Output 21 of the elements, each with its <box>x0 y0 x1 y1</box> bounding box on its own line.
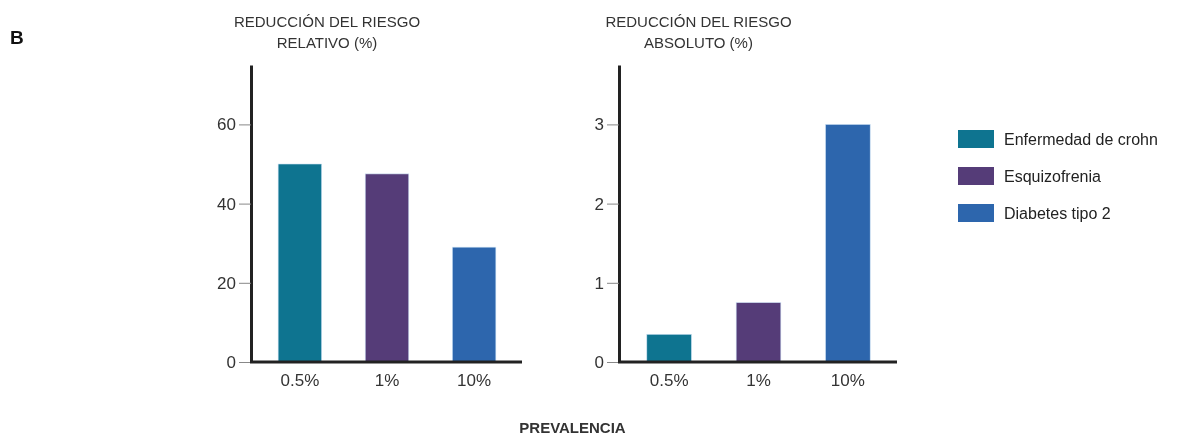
x-tick-label: 10% <box>830 371 865 391</box>
text: B <box>10 27 24 48</box>
y-tick-label: 2 <box>594 194 604 214</box>
y-tick-label: 20 <box>217 273 236 293</box>
x-axis-title: PREVALENCIA <box>519 419 626 436</box>
x-tick-label: 0.5% <box>649 371 689 391</box>
y-tick-label: 60 <box>217 115 236 135</box>
x-tick-label: 10% <box>457 371 492 391</box>
y-tick-label: 40 <box>217 194 236 214</box>
x-tick-label: 0.5% <box>280 371 320 391</box>
legend-label: Diabetes tipo 2 <box>1004 205 1111 222</box>
y-tick-label: 0 <box>226 352 236 372</box>
legend-label: Esquizofrenia <box>1004 168 1102 185</box>
chart-title: REDUCCIÓN DEL RIESGO RELATIVO (%) <box>233 13 421 51</box>
chart-title: REDUCCIÓN DEL RIESGO ABSOLUTO (%) <box>605 13 792 51</box>
x-tick-label: 1% <box>746 371 771 391</box>
y-tick-label: 0 <box>594 352 604 372</box>
y-tick-label: 1 <box>594 273 604 293</box>
legend-label: Enfermedad de crohn <box>1004 131 1158 148</box>
x-tick-label: 1% <box>374 371 400 391</box>
y-tick-label: 3 <box>594 115 604 135</box>
